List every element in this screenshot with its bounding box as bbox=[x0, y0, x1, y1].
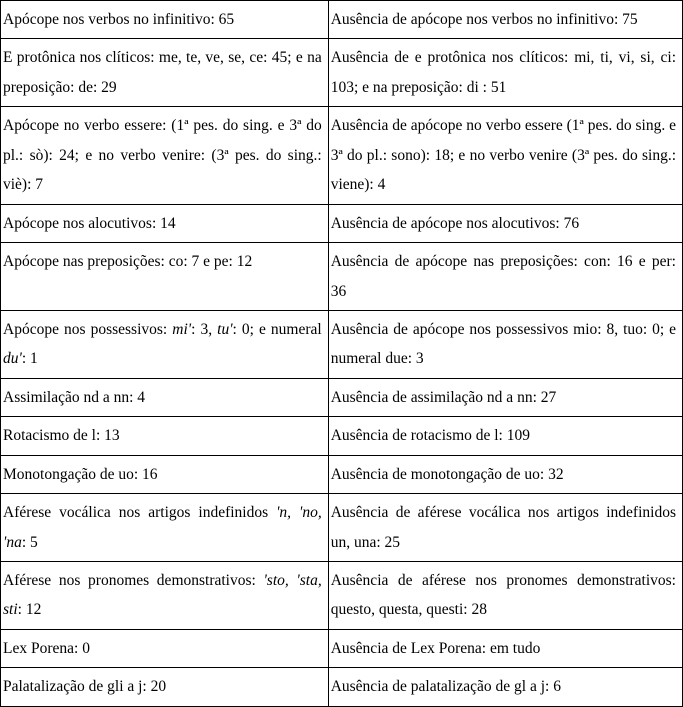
cell-right: Ausência de assimilação nd a nn: 27 bbox=[328, 378, 682, 416]
table-row: Apócope nos possessivos: mi': 3, tu': 0;… bbox=[1, 310, 683, 378]
cell-right: Ausência de apócope no verbo essere (1ª … bbox=[328, 107, 682, 204]
table-row: Aférese nos pronomes demonstrativos: 'st… bbox=[1, 562, 683, 630]
cell-right: Ausência de palatalização de gl a j: 6 bbox=[328, 668, 682, 706]
cell-right: Ausência de Lex Porena: em tudo bbox=[328, 629, 682, 667]
cell-left: Apócope nas preposições: co: 7 e pe: 12 bbox=[1, 243, 329, 311]
cell-left: Apócope nos verbos no infinitivo: 65 bbox=[1, 1, 329, 39]
cell-left: Apócope nos alocutivos: 14 bbox=[1, 204, 329, 242]
cell-left: E protônica nos clíticos: me, te, ve, se… bbox=[1, 39, 329, 107]
cell-left: Lex Porena: 0 bbox=[1, 629, 329, 667]
table-row: Apócope nos verbos no infinitivo: 65Ausê… bbox=[1, 1, 683, 39]
cell-right: Ausência de aférese nos pronomes demonst… bbox=[328, 562, 682, 630]
traits-table: Apócope nos verbos no infinitivo: 65Ausê… bbox=[0, 0, 683, 707]
cell-left: Rotacismo de l: 13 bbox=[1, 417, 329, 455]
cell-left: Monotongação de uo: 16 bbox=[1, 455, 329, 493]
table-row: Monotongação de uo: 16Ausência de monoto… bbox=[1, 455, 683, 493]
cell-right: Ausência de apócope nos alocutivos: 76 bbox=[328, 204, 682, 242]
cell-right: Ausência de apócope nos verbos no infini… bbox=[328, 1, 682, 39]
cell-right: Ausência de aférese vocálica nos artigos… bbox=[328, 494, 682, 562]
cell-right: Ausência de apócope nas preposições: con… bbox=[328, 243, 682, 311]
table-row: Aférese vocálica nos artigos indefinidos… bbox=[1, 494, 683, 562]
cell-right: Ausência de e protônica nos clíticos: mi… bbox=[328, 39, 682, 107]
cell-left: Apócope nos possessivos: mi': 3, tu': 0;… bbox=[1, 310, 329, 378]
cell-right: Ausência de rotacismo de l: 109 bbox=[328, 417, 682, 455]
cell-right: Ausência de monotongação de uo: 32 bbox=[328, 455, 682, 493]
table-row: Lex Porena: 0Ausência de Lex Porena: em … bbox=[1, 629, 683, 667]
cell-right: Ausência de apócope nos possessivos mio:… bbox=[328, 310, 682, 378]
table-row: Apócope nos alocutivos: 14Ausência de ap… bbox=[1, 204, 683, 242]
table-body: Apócope nos verbos no infinitivo: 65Ausê… bbox=[1, 1, 683, 707]
table-row: Palatalização de gli a j: 20Ausência de … bbox=[1, 668, 683, 706]
cell-left: Apócope no verbo essere: (1ª pes. do sin… bbox=[1, 107, 329, 204]
table-row: Assimilação nd a nn: 4Ausência de assimi… bbox=[1, 378, 683, 416]
cell-left: Palatalização de gli a j: 20 bbox=[1, 668, 329, 706]
cell-left: Aférese nos pronomes demonstrativos: 'st… bbox=[1, 562, 329, 630]
cell-left: Aférese vocálica nos artigos indefinidos… bbox=[1, 494, 329, 562]
table-row: Apócope nas preposições: co: 7 e pe: 12A… bbox=[1, 243, 683, 311]
table-row: E protônica nos clíticos: me, te, ve, se… bbox=[1, 39, 683, 107]
cell-left: Assimilação nd a nn: 4 bbox=[1, 378, 329, 416]
table-row: Rotacismo de l: 13Ausência de rotacismo … bbox=[1, 417, 683, 455]
table-row: Apócope no verbo essere: (1ª pes. do sin… bbox=[1, 107, 683, 204]
